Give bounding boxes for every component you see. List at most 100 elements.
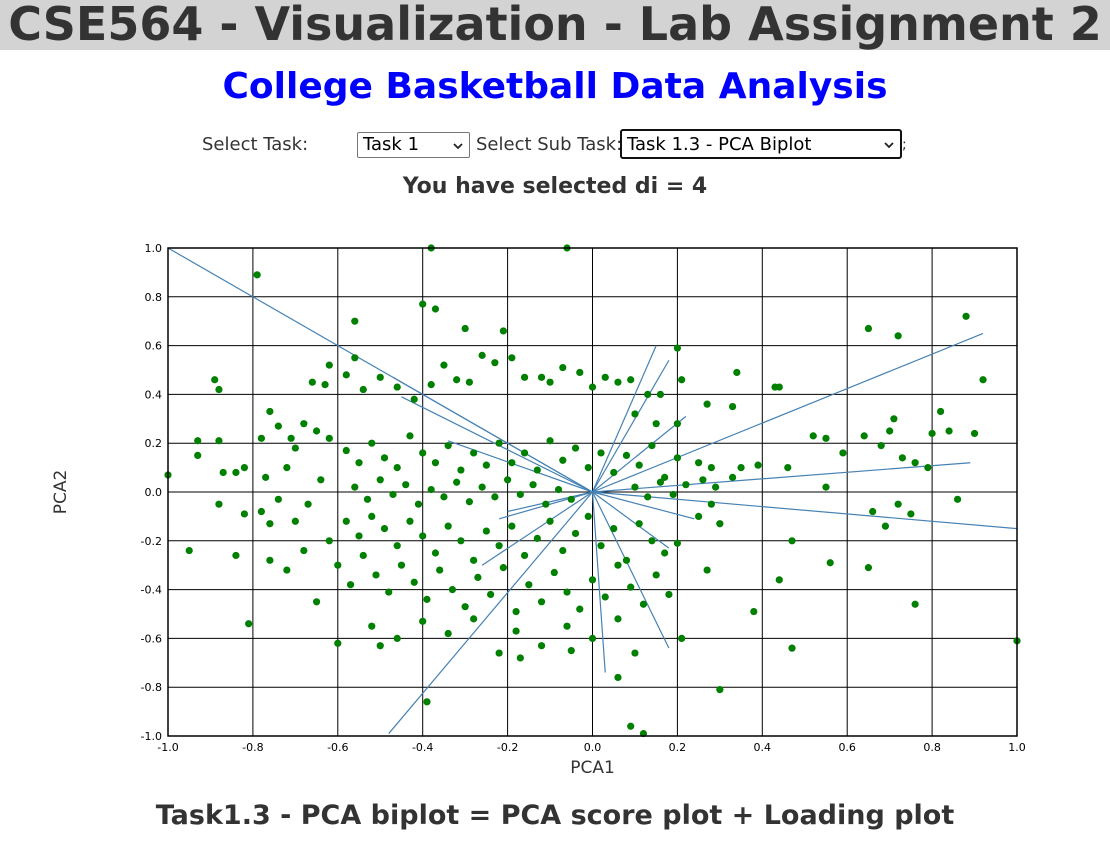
score-point: [737, 464, 745, 472]
score-point: [520, 373, 529, 381]
score-point: [728, 403, 737, 411]
subtask-select[interactable]: Task 1.3 - PCA Biplot: [620, 129, 902, 159]
score-point: [554, 485, 563, 494]
score-point: [520, 551, 529, 560]
score-point: [775, 576, 783, 584]
loading-vector: [392, 376, 593, 493]
score-point: [631, 649, 639, 657]
score-point: [733, 368, 741, 377]
score-point: [465, 498, 473, 506]
score-point: [648, 442, 656, 450]
score-point: [529, 481, 537, 489]
score-point: [461, 603, 469, 611]
score-point: [376, 642, 384, 650]
score-point: [393, 383, 401, 391]
score-point: [610, 468, 618, 477]
score-point: [533, 466, 541, 474]
loading-vector: [592, 415, 687, 493]
score-point: [219, 468, 227, 477]
score-point: [194, 451, 202, 459]
score-point: [703, 400, 711, 408]
score-point: [588, 576, 597, 584]
score-point: [707, 464, 715, 472]
score-point: [495, 439, 503, 447]
score-point: [342, 446, 350, 455]
x-tick-label: 1.0: [1008, 741, 1026, 754]
score-point: [283, 464, 291, 472]
subtask-select-value: Task 1.3 - PCA Biplot: [627, 134, 812, 155]
score-point: [368, 512, 376, 520]
score-point: [402, 481, 410, 489]
score-point: [614, 673, 622, 682]
score-point: [355, 532, 363, 540]
score-point: [550, 568, 558, 577]
task-select[interactable]: Task 1: [357, 132, 470, 158]
score-point: [423, 698, 431, 706]
score-point: [215, 500, 223, 508]
score-point: [240, 510, 249, 518]
score-point: [627, 376, 635, 384]
score-point: [372, 571, 380, 579]
y-tick-label: -1.0: [141, 730, 162, 743]
x-tick-label: -0.6: [327, 741, 348, 754]
score-point: [194, 437, 202, 445]
score-point: [784, 464, 792, 472]
score-point: [325, 537, 333, 545]
score-point: [474, 573, 482, 581]
score-point: [627, 583, 635, 591]
score-point: [440, 493, 448, 501]
score-point: [397, 561, 406, 569]
score-point: [894, 332, 902, 340]
score-point: [669, 490, 677, 499]
score-point: [274, 495, 282, 503]
y-axis-label: PCA2: [51, 470, 71, 515]
loading-vectors: [167, 247, 1018, 734]
score-point: [325, 434, 333, 442]
score-point: [419, 532, 427, 540]
score-point: [665, 590, 673, 599]
score-point: [478, 351, 486, 359]
x-tick-label: 0.0: [584, 741, 602, 754]
score-point: [185, 546, 193, 555]
score-point: [622, 451, 631, 459]
score-point: [419, 449, 427, 457]
score-point: [359, 551, 367, 560]
score-point: [461, 324, 469, 333]
score-point: [499, 564, 507, 572]
score-point: [877, 442, 885, 450]
score-point: [253, 271, 261, 279]
score-point: [699, 476, 707, 484]
score-point: [266, 407, 274, 416]
chevron-down-icon: [884, 142, 894, 149]
score-point: [788, 537, 796, 545]
score-point: [771, 383, 779, 391]
score-point: [907, 510, 915, 518]
score-point: [240, 464, 249, 472]
score-point: [597, 449, 605, 457]
score-point: [864, 324, 873, 333]
score-point: [631, 410, 639, 418]
score-point: [495, 649, 503, 657]
score-point: [470, 449, 478, 457]
score-point: [644, 390, 652, 398]
score-point: [673, 344, 682, 352]
score-point: [245, 620, 253, 628]
x-tick-label: -1.0: [157, 741, 178, 754]
score-point: [601, 373, 609, 381]
score-point: [508, 459, 516, 467]
score-point: [520, 449, 529, 457]
score-point: [588, 383, 597, 391]
score-point: [448, 586, 457, 594]
score-point: [567, 495, 575, 503]
score-point: [525, 581, 533, 589]
score-point: [283, 566, 291, 574]
score-point: [614, 615, 622, 623]
score-point: [368, 622, 376, 630]
score-point: [508, 354, 516, 362]
score-point: [563, 622, 571, 630]
score-point: [546, 517, 554, 525]
score-point: [512, 607, 520, 616]
score-points: [164, 244, 1021, 738]
x-axis-ticks: -1.0 -0.8 -0.6 -0.4 -0.2 0.0 0.2 0.4 0.6 0.8 1.0: [157, 741, 1025, 754]
score-point: [673, 420, 682, 428]
